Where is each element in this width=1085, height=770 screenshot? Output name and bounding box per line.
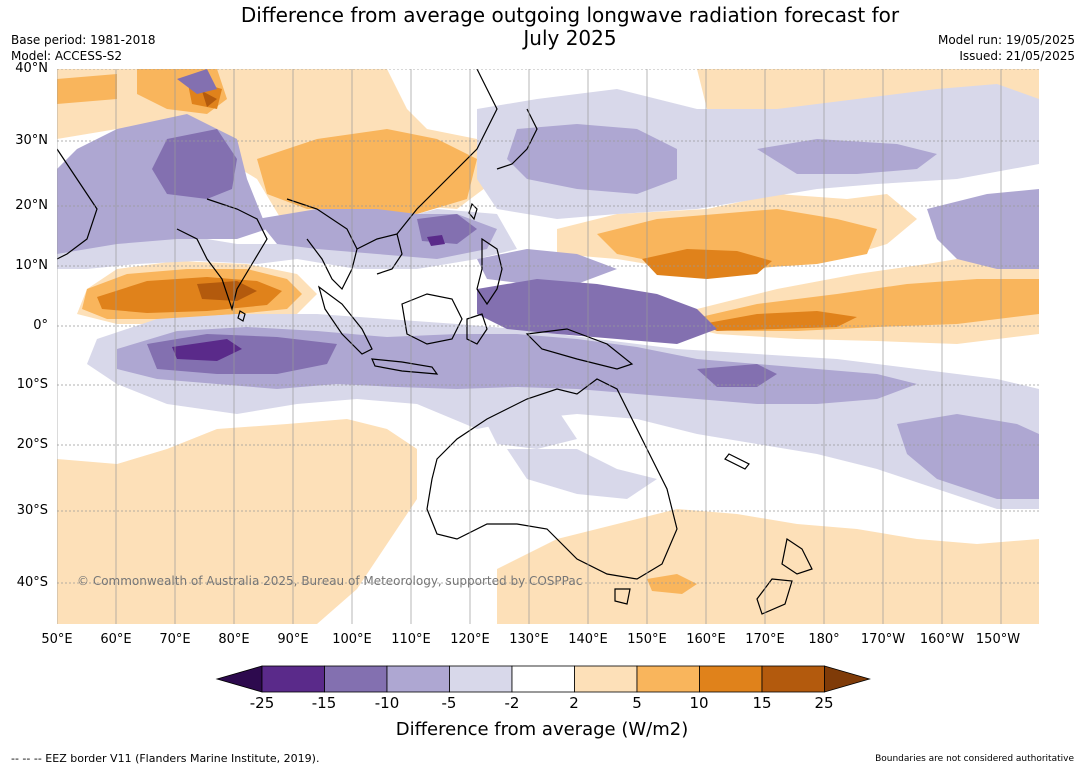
lon-label: 180°: [808, 632, 840, 647]
anomaly-negative-extreme: [172, 235, 445, 361]
lon-label: 50°E: [41, 632, 73, 647]
meta-left: Base period: 1981-2018 Model: ACCESS-S2: [11, 32, 156, 64]
lon-label: 100°E: [332, 632, 372, 647]
colorbar-extend-low: [215, 665, 263, 693]
lon-label: 70°E: [159, 632, 191, 647]
lon-label: 80°E: [218, 632, 250, 647]
base-period: Base period: 1981-2018: [11, 33, 156, 47]
colorbar-tick: 25: [814, 694, 834, 712]
lon-label: 150°W: [975, 632, 1021, 647]
colorbar-label: Difference from average (W/m2): [395, 719, 689, 740]
lat-label: 10°N: [15, 258, 48, 273]
boundaries-disclaimer: Boundaries are not considered authoritat…: [875, 754, 1074, 764]
colorbar-tick: -5: [441, 694, 457, 712]
lat-label: 20°S: [16, 437, 48, 452]
olr-anomaly-map: [57, 69, 1039, 624]
lat-label: 0°: [33, 318, 48, 333]
lat-label: 40°S: [16, 575, 48, 590]
colorbar-tick: 10: [689, 694, 709, 712]
meta-right: Model run: 19/05/2025 Issued: 21/05/2025: [938, 32, 1075, 64]
lon-label: 120°E: [450, 632, 490, 647]
lon-label: 90°E: [277, 632, 309, 647]
gridlines: [57, 69, 1039, 624]
colorbar-tick: -25: [249, 694, 275, 712]
map-title: Difference from average outgoing longwav…: [170, 4, 970, 50]
colorbar-tick: -10: [374, 694, 400, 712]
title-line-1: Difference from average outgoing longwav…: [240, 3, 900, 27]
colorbar-segment: [449, 665, 513, 693]
eez-border-note: -- -- -- EEZ border V11 (Flanders Marine…: [11, 752, 320, 765]
colorbar-segment: [324, 665, 388, 693]
colorbar-tick: -2: [504, 694, 520, 712]
lon-label: 130°E: [509, 632, 549, 647]
lon-label: 140°E: [568, 632, 608, 647]
colorbar-tick: 5: [632, 694, 642, 712]
lon-label: 110°E: [391, 632, 431, 647]
title-line-2: July 2025: [523, 26, 617, 50]
lat-label: 40°N: [15, 61, 48, 76]
colorbar-segment: [699, 665, 763, 693]
model-name: Model: ACCESS-S2: [11, 49, 123, 63]
lon-label: 160°E: [686, 632, 726, 647]
colorbar: [215, 665, 871, 693]
colorbar-tick: -15: [311, 694, 337, 712]
colorbar-segment: [511, 665, 575, 693]
colorbar-segment: [636, 665, 700, 693]
lat-label: 30°N: [15, 133, 48, 148]
lon-label: 60°E: [100, 632, 132, 647]
colorbar-segment: [386, 665, 450, 693]
anomaly-positive-extreme: [197, 91, 257, 301]
copyright-notice: © Commonwealth of Australia 2025, Bureau…: [77, 574, 583, 588]
lat-label: 10°S: [16, 377, 48, 392]
lon-label: 150°E: [627, 632, 667, 647]
colorbar-segment: [761, 665, 825, 693]
issued-date: Issued: 21/05/2025: [959, 49, 1075, 63]
colorbar-tick: 15: [752, 694, 772, 712]
model-run: Model run: 19/05/2025: [937, 33, 1075, 47]
colorbar-segment: [261, 665, 325, 693]
colorbar-extend-high: [824, 665, 871, 693]
lat-label: 30°S: [16, 503, 48, 518]
lon-label: 170°E: [745, 632, 785, 647]
lat-label: 20°N: [15, 198, 48, 213]
latitude-axis: 40°N 30°N 20°N 10°N 0° 10°S 20°S 30°S 40…: [0, 0, 54, 640]
lon-label: 160°W: [919, 632, 965, 647]
colorbar-segment: [574, 665, 638, 693]
colorbar-tick: 2: [569, 694, 579, 712]
lon-label: 170°W: [860, 632, 906, 647]
